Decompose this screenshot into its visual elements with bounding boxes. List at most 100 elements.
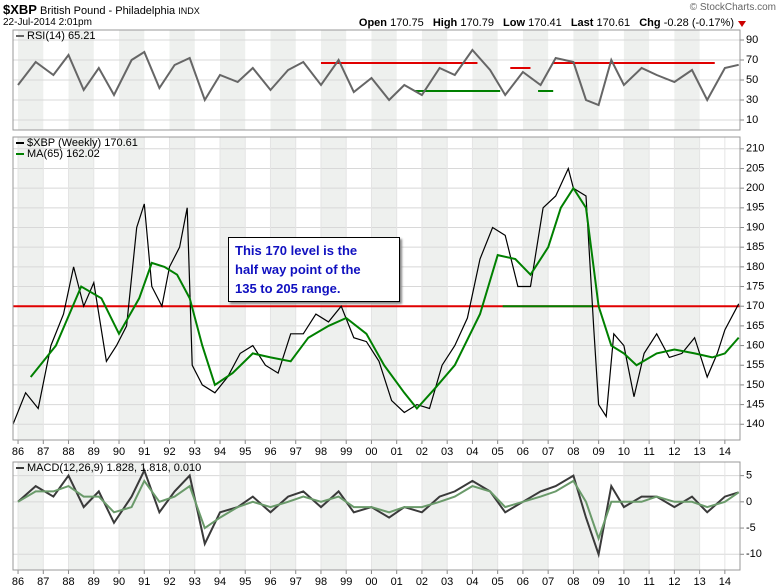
year-band [522,462,549,570]
x-tick-label: 88 [62,446,74,458]
x-tick-label: 05 [492,576,504,586]
series-line [17,478,740,542]
panel-border [12,29,741,131]
year-band [674,137,700,440]
symbol: $XBP [3,2,37,17]
year-band [18,137,44,440]
x-tick-label: 13 [693,576,705,586]
x-tick-label: 96 [264,446,276,458]
x-tick-label: 12 [668,576,680,586]
year-band [169,137,195,440]
quote-label: Open [358,17,388,29]
y-tick-label: 195 [746,202,764,214]
year-band [472,137,498,440]
y-tick-label: 90 [746,34,758,46]
x-tick-label: 01 [391,446,403,458]
year-band [421,137,448,440]
legend-label: $XBP (Weekly) 170.61 [27,137,138,149]
annotation: This 170 level is the half way point of … [228,237,400,302]
x-tick-label: 95 [239,446,251,458]
y-tick-label: -10 [746,548,762,560]
x-tick-label: 92 [163,446,175,458]
year-band [623,462,650,570]
x-tick-label: 06 [517,446,529,458]
year-band [18,462,44,570]
x-tick-label: 90 [113,446,125,458]
series-line [17,48,739,107]
quote: Open 170.75 High 170.79 Low 170.41 Last … [359,17,740,29]
y-tick-label: 170 [746,300,764,312]
year-band [320,462,347,570]
annotation-line: half way point of the [235,262,361,277]
exchange: INDX [178,6,200,16]
year-band [68,462,94,570]
legend-label: RSI(14) 65.21 [27,30,95,42]
year-band [421,462,448,570]
y-tick-label: 190 [746,221,764,233]
y-tick-label: 200 [746,182,764,194]
panel-border [12,461,741,571]
title: $XBP British Pound - Philadelphia INDX [3,2,200,17]
x-tick-label: 14 [719,576,731,586]
x-tick-label: 00 [365,446,377,458]
x-tick-label: 87 [37,446,49,458]
legend-label: MA(65) 162.02 [27,148,100,160]
x-tick-label: 14 [719,446,731,458]
legend-label: MACD(12,26,9) 1.828, 1.818, 0.010 [27,462,201,474]
x-tick-label: 09 [593,446,605,458]
x-tick-label: 86 [12,446,24,458]
year-band [573,137,599,440]
series-line [29,186,740,411]
x-tick-label: 13 [693,446,705,458]
x-tick-label: 04 [466,576,478,586]
year-band [522,137,549,440]
x-tick-label: 89 [88,576,100,586]
credit: © StockCharts.com [689,2,776,13]
x-tick-label: 09 [593,576,605,586]
x-tick-label: 06 [517,576,529,586]
y-tick-label: 50 [746,74,758,86]
y-tick-label: -5 [746,522,756,534]
x-tick-label: 94 [214,576,226,586]
quote-label: Chg [639,17,661,29]
annotation-line: 135 to 205 range. [235,281,341,296]
y-tick-label: 145 [746,398,764,410]
quote-value: 170.79 [460,17,494,29]
x-tick-label: 10 [618,576,630,586]
x-tick-label: 95 [239,576,251,586]
x-tick-label: 97 [290,576,302,586]
x-tick-label: 10 [618,446,630,458]
x-tick-label: 02 [416,446,428,458]
x-tick-label: 04 [466,446,478,458]
down-arrow [738,21,746,27]
x-tick-label: 07 [542,446,554,458]
instrument-name: British Pound - Philadelphia [40,5,176,17]
y-tick-label: 210 [746,143,764,155]
quote-value: -0.28 (-0.17%) [663,17,734,29]
x-tick-label: 91 [138,446,150,458]
x-tick-label: 87 [37,576,49,586]
x-tick-label: 93 [189,576,201,586]
y-tick-label: 175 [746,280,764,292]
y-tick-label: 70 [746,54,758,66]
x-tick-label: 98 [315,576,327,586]
x-tick-label: 12 [668,446,680,458]
x-tick-label: 92 [163,576,175,586]
x-tick-label: 98 [315,446,327,458]
x-tick-label: 11 [643,446,654,458]
year-band [472,462,498,570]
y-tick-label: 165 [746,320,764,332]
x-tick-label: 08 [567,576,579,586]
quote-value: 170.61 [596,17,631,29]
y-tick-label: 30 [746,94,758,106]
year-band [674,462,700,570]
y-tick-label: 150 [746,379,764,391]
x-tick-label: 88 [62,576,74,586]
x-tick-label: 91 [138,576,150,586]
x-tick-label: 94 [214,446,226,458]
x-tick-label: 03 [441,446,453,458]
x-tick-label: 08 [567,446,579,458]
x-tick-label: 96 [264,576,276,586]
quote-value: 170.41 [528,17,562,29]
